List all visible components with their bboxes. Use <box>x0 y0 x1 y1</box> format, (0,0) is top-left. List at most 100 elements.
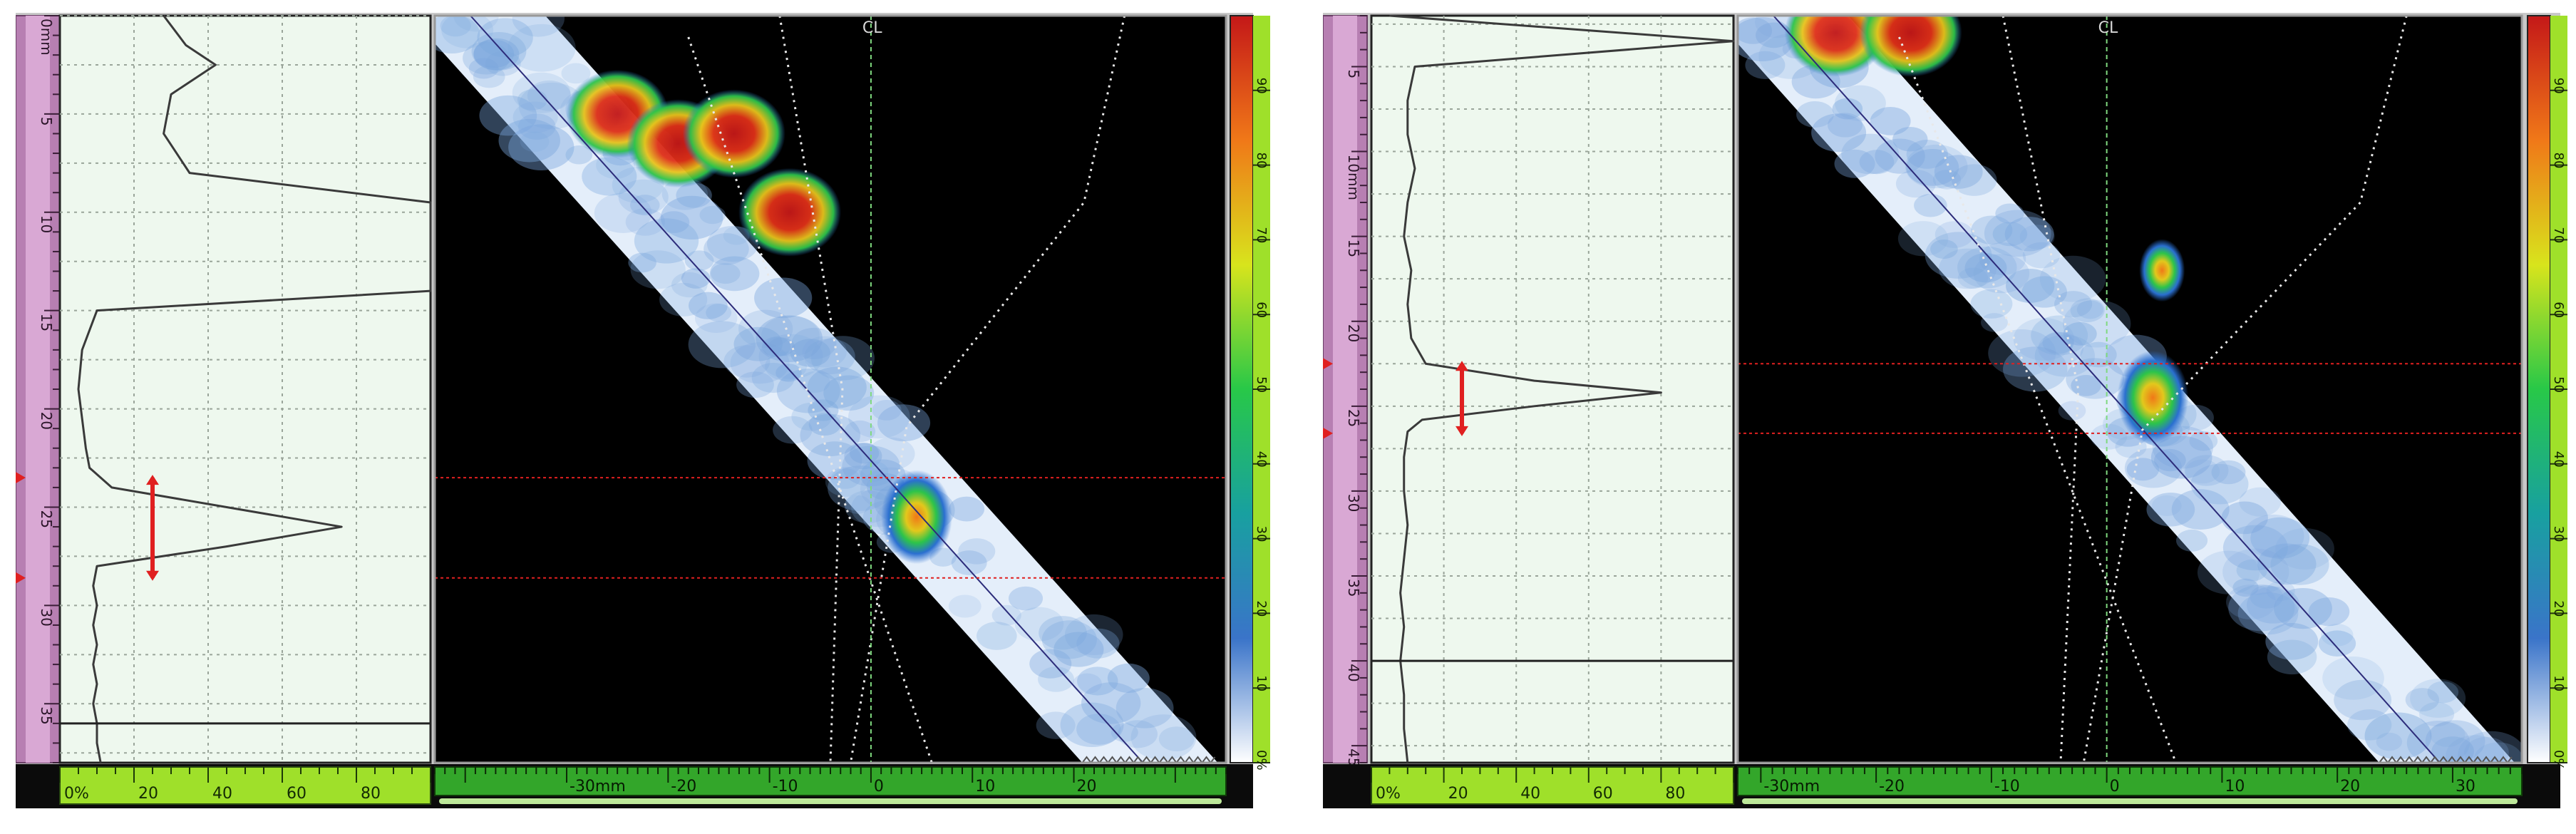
beam-texture <box>711 263 741 284</box>
secondary-indication <box>2139 239 2185 302</box>
gate-depth-marker[interactable] <box>16 572 26 584</box>
beam-texture <box>1841 133 1900 175</box>
beam-centerline <box>1773 16 2441 763</box>
sscan-border <box>1736 14 2523 764</box>
right-scan-panel: 5 10mm 15 20 25 30 35 40 45 CL 0% 10 20 30 40 50 60 70 80 9… <box>1322 0 2576 831</box>
beam-texture <box>2004 217 2054 252</box>
depth-tick-label: 35 <box>38 706 55 724</box>
depth-tick-label: 20 <box>1345 324 1362 342</box>
beam-texture <box>2275 527 2334 570</box>
beam-texture <box>976 622 1017 650</box>
palette-tick-label: 30 <box>2551 526 2566 542</box>
beam-texture <box>2425 720 2485 762</box>
beam-texture <box>453 16 499 32</box>
beam-texture <box>754 277 813 319</box>
beam-texture <box>1738 17 1794 62</box>
beam-texture <box>512 101 558 133</box>
sscan-content <box>435 16 1218 763</box>
beam-texture <box>659 282 708 316</box>
gate-depth-marker[interactable] <box>1323 427 1333 439</box>
beam-texture <box>2427 681 2459 704</box>
beam-texture <box>1060 702 1124 747</box>
beam-texture <box>1738 17 1773 44</box>
beam-texture <box>823 375 875 411</box>
left-scan-panel: 0mm 5 10 15 20 25 30 35 CL 0% 10 20 30 40 50 60 70 80 90 0%… <box>15 0 1270 831</box>
depth-ruler: 5 10mm 15 20 25 30 35 40 45 <box>1322 15 1368 767</box>
palette-tick-label: 40 <box>1254 451 1269 468</box>
beam-texture <box>2257 543 2317 585</box>
beam-texture <box>807 441 862 480</box>
gate-depth-marker[interactable] <box>16 472 26 484</box>
beam-texture <box>2267 639 2317 675</box>
beam-texture <box>1053 632 1104 667</box>
depth-tick-label: 15 <box>38 314 55 331</box>
beam-texture <box>1008 586 1044 611</box>
depth-tick-label: 20 <box>38 412 55 430</box>
beam-texture <box>2347 709 2392 741</box>
palette-tick-label: 50 <box>1254 376 1269 393</box>
centerline-label: CL <box>2098 19 2118 37</box>
beam-texture <box>2232 578 2259 597</box>
gate-depth-marker[interactable] <box>1323 358 1333 370</box>
beam-texture <box>800 413 861 457</box>
beam-texture <box>2063 321 2097 346</box>
beam-texture <box>520 131 550 153</box>
palette-tick-label: 60 <box>2551 302 2566 318</box>
beam-texture <box>1988 329 2056 377</box>
beam-texture <box>630 250 686 289</box>
beam-texture <box>2176 529 2208 552</box>
amp-tick-label: 40 <box>212 785 232 803</box>
x-tick-label: -20 <box>671 778 696 796</box>
beam-texture <box>2228 585 2295 632</box>
beam-texture <box>1036 711 1076 739</box>
beam-texture <box>2308 597 2350 627</box>
beam-texture <box>1964 253 2007 283</box>
beam-texture <box>848 395 910 439</box>
beam-texture <box>1835 85 1886 121</box>
beam-texture <box>768 337 795 356</box>
beam-texture <box>1111 723 1138 742</box>
beam-texture <box>2464 736 2509 763</box>
depth-tick-label: 5 <box>1345 69 1362 78</box>
beam-texture <box>561 63 591 84</box>
beam-texture <box>2211 460 2246 485</box>
beam-texture <box>689 292 728 319</box>
sscan-view: CL <box>433 14 1227 764</box>
beam-texture <box>825 466 869 498</box>
beam-texture <box>2022 242 2061 269</box>
beam-texture <box>1834 149 1875 178</box>
beam-texture <box>2410 679 2466 718</box>
x-scrollbar[interactable] <box>1742 798 2518 804</box>
palette-tick-label: 80 <box>1254 153 1269 169</box>
x-tick-label: -30mm <box>1763 778 1820 796</box>
depth-tick-label: 25 <box>38 510 55 527</box>
beam-texture <box>844 420 876 443</box>
beam-texture <box>2039 255 2106 302</box>
ascan-view <box>58 14 432 764</box>
left-panel-svg: 0mm5101520253035CL0%1020304050607080900%… <box>15 13 1270 808</box>
sscan-view: CL <box>1736 14 2523 764</box>
flaw-indication[interactable] <box>880 470 952 565</box>
x-tick-label: 10 <box>2225 778 2245 796</box>
amp-tick-label: 60 <box>287 785 306 803</box>
beam-texture <box>527 80 572 111</box>
depth-ruler-track <box>1333 16 1357 763</box>
beam-texture <box>1939 248 1997 289</box>
x-scrollbar[interactable] <box>439 798 1222 804</box>
beam-texture <box>704 233 749 265</box>
x-tick-label: 10 <box>975 778 995 796</box>
beam-texture <box>2334 679 2392 721</box>
geometry-line-1 <box>778 16 844 763</box>
flaw-indication[interactable] <box>2117 350 2189 445</box>
beam-texture <box>1859 150 1895 175</box>
beam-texture <box>1957 247 2017 289</box>
beam-texture <box>738 309 793 349</box>
beam-texture <box>1934 221 1974 248</box>
beam-texture <box>1980 313 2008 332</box>
beam-texture <box>2406 721 2471 763</box>
beam-texture <box>872 399 902 421</box>
beam-texture <box>2446 735 2505 763</box>
beam-texture <box>733 326 783 361</box>
beam-texture <box>868 437 915 470</box>
